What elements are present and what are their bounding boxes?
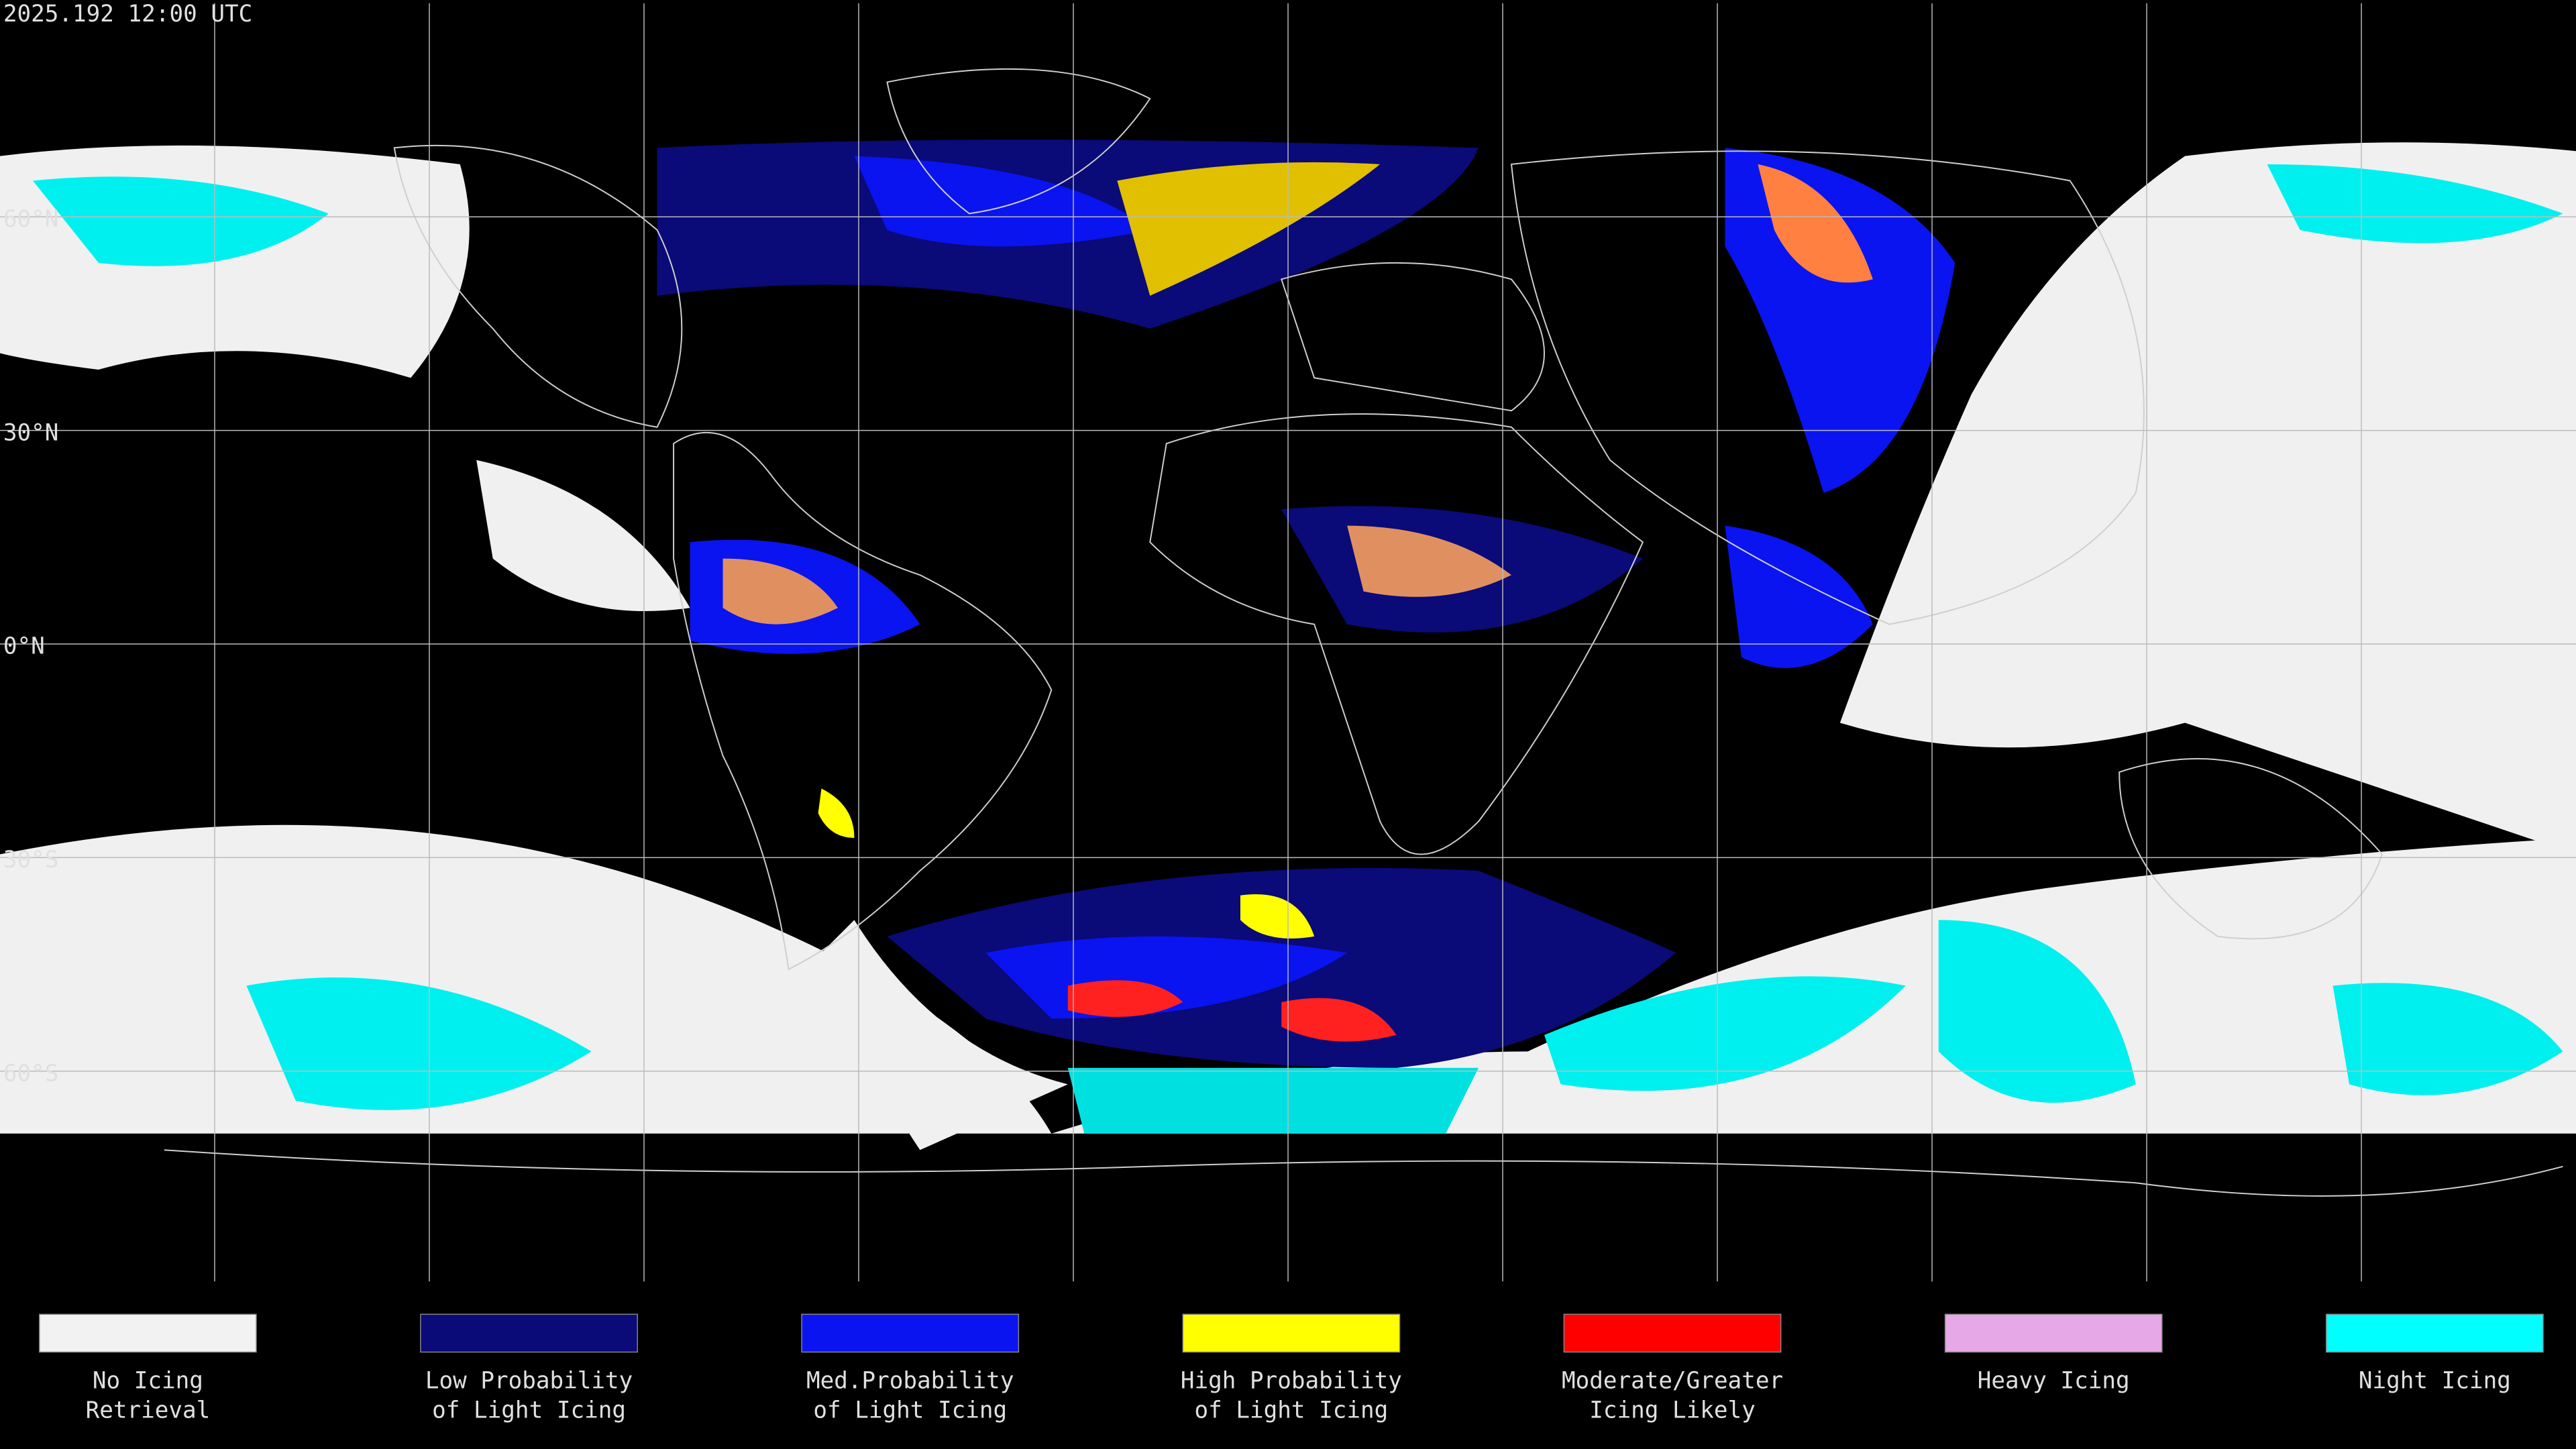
latitude-label: 60°N: [3, 206, 59, 233]
legend-label: Heavy Icing: [1978, 1367, 2130, 1394]
latitude-label: 30°S: [3, 847, 59, 873]
legend-label: Icing Likely: [1589, 1397, 1756, 1424]
legend-label: of Light Icing: [432, 1397, 626, 1424]
latitude-labels: 60°N 30°N 0°N 30°S 60°S: [3, 206, 59, 1087]
legend-swatch: [2326, 1313, 2544, 1353]
latitude-label: 30°N: [3, 419, 59, 446]
timestamp: 2025.192 12:00 UTC: [3, 1, 252, 28]
latitude-label: 60°S: [3, 1060, 59, 1087]
graticule: [0, 3, 2576, 1282]
legend-label: High Probability: [1181, 1367, 1402, 1394]
legend-label: of Light Icing: [813, 1397, 1007, 1424]
legend-label: Moderate/Greater: [1562, 1367, 1783, 1394]
legend-swatch: [39, 1313, 257, 1353]
legend-label: Night Icing: [2359, 1367, 2511, 1394]
legend-swatch: [1944, 1313, 2163, 1353]
legend: No Icing Retrieval Low Probability of Light…: [39, 1313, 2544, 1424]
legend-label: Med.Probability: [806, 1367, 1014, 1394]
coastlines: [164, 68, 2563, 1197]
legend-swatch: [801, 1313, 1020, 1353]
legend-label: Retrieval: [86, 1397, 211, 1424]
legend-swatch: [420, 1313, 638, 1353]
legend-label: Low Probability: [425, 1367, 633, 1394]
latitude-label: 0°N: [3, 633, 45, 660]
cloud-field: [0, 140, 2576, 1150]
legend-swatch: [1563, 1313, 1782, 1353]
legend-label: of Light Icing: [1194, 1397, 1388, 1424]
legend-swatch: [1182, 1313, 1401, 1353]
legend-label: No Icing: [93, 1367, 203, 1394]
